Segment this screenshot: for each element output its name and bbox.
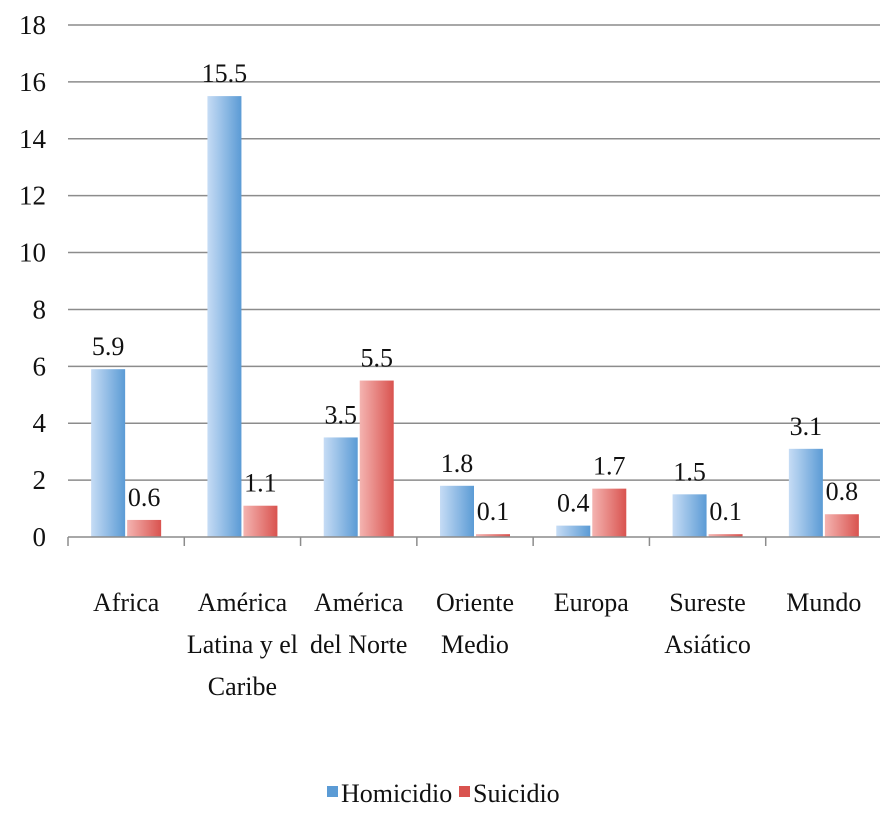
y-tick-label: 12: [19, 181, 46, 211]
bar-suicidio: [359, 380, 394, 537]
bar-suicidio: [243, 505, 278, 537]
data-label: 3.5: [324, 400, 357, 429]
bar-suicidio: [127, 519, 162, 537]
bar-homicidio: [91, 369, 126, 537]
bar-suicidio: [476, 534, 510, 537]
category-label: América del Norte: [310, 588, 407, 659]
data-label: 1.7: [593, 452, 626, 481]
y-tick-label: 14: [19, 124, 47, 154]
bar-suicidio: [824, 514, 859, 537]
bar-homicidio: [440, 485, 474, 537]
y-axis-ticks: 0 2 4 6 8 10 12 14 16 18: [19, 10, 47, 552]
y-tick-label: 0: [33, 522, 47, 552]
bar-homicidio: [556, 525, 591, 537]
gridlines: [68, 24, 880, 481]
data-label: 1.5: [673, 457, 706, 486]
bars: [91, 96, 859, 537]
legend-label: Homicidio: [341, 779, 452, 808]
data-label: 15.5: [202, 59, 248, 88]
category-label: América Latina y el Caribe: [187, 588, 298, 701]
data-label: 5.9: [92, 332, 125, 361]
y-tick-label: 6: [33, 351, 47, 381]
category-label: Europa: [554, 588, 630, 617]
y-tick-label: 2: [33, 465, 47, 495]
data-label: 0.8: [826, 477, 859, 506]
data-label: 0.4: [557, 489, 590, 518]
data-label: 0.1: [709, 497, 742, 526]
y-tick-label: 18: [19, 10, 46, 40]
legend-label: Suicidio: [473, 779, 560, 808]
y-tick-label: 16: [19, 67, 46, 97]
legend-swatch-homicidio: [327, 786, 338, 797]
y-tick-label: 8: [33, 294, 47, 324]
data-label: 3.1: [790, 412, 823, 441]
category-label: Mundo: [786, 588, 861, 617]
bar-homicidio: [323, 437, 358, 537]
category-label: Africa: [93, 588, 160, 617]
legend: Homicidio Suicidio: [327, 779, 560, 808]
category-label: Oriente Medio: [436, 588, 514, 659]
y-tick-label: 4: [33, 408, 47, 438]
x-axis: [67, 536, 880, 546]
data-label: 0.1: [477, 497, 510, 526]
bar-homicidio: [672, 494, 707, 537]
bar-suicidio: [708, 534, 743, 537]
data-label: 0.6: [128, 483, 161, 512]
category-label: Sureste Asiático: [664, 588, 751, 659]
data-label: 1.1: [244, 469, 277, 498]
bar-homicidio: [788, 448, 823, 537]
data-labels: 5.90.615.51.13.55.51.80.1 0.41.7 1.50.13.1…: [92, 59, 858, 526]
data-label: 1.8: [441, 449, 474, 478]
bar-suicidio: [592, 488, 627, 537]
legend-swatch-suicidio: [459, 786, 470, 797]
data-label: 5.5: [360, 344, 393, 373]
bar-homicidio: [207, 96, 242, 537]
y-tick-label: 10: [19, 238, 46, 268]
